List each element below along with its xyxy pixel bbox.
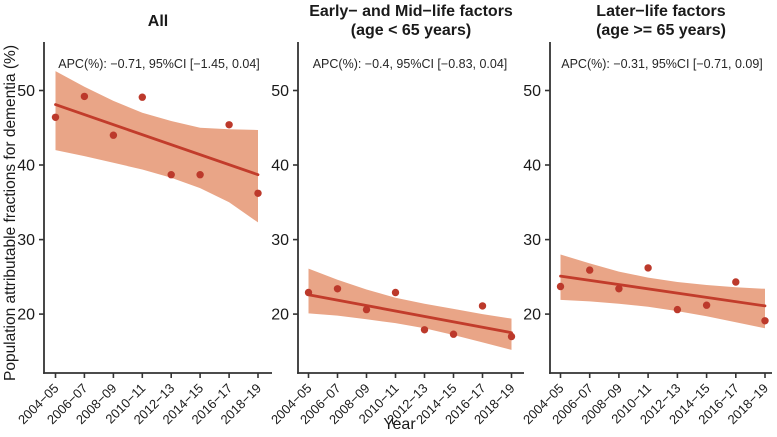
data-point: [420, 326, 429, 334]
data-point: [556, 282, 565, 291]
confidence-band: [55, 71, 258, 223]
y-tick-label: 40: [17, 158, 35, 175]
panel-title-early-mid-life: Early− and Mid−life factors (age < 65 ye…: [288, 2, 534, 40]
apc-annotation-all: APC(%): −0.71, 95%CI [−1.45, 0.04]: [58, 57, 260, 71]
panel-title-line: (age < 65 years): [350, 22, 472, 39]
data-point: [196, 171, 204, 179]
apc-annotation-later-life: APC(%): −0.31, 95%CI [−0.71, 0.09]: [561, 57, 763, 71]
panel-title-line: All: [147, 12, 169, 30]
data-point: [362, 305, 371, 314]
panel-title-all: All: [34, 2, 282, 40]
y-tick-label: 50: [271, 83, 289, 100]
y-tick-label: 40: [523, 158, 541, 175]
data-point: [225, 121, 233, 129]
data-point: [702, 301, 711, 309]
panel-title-line: Later−life factors: [596, 3, 726, 20]
data-point: [478, 302, 487, 310]
y-tick-label: 30: [17, 232, 35, 249]
y-tick-label: 40: [271, 158, 289, 175]
data-point: [333, 285, 342, 293]
y-tick-label: 20: [17, 307, 35, 324]
panel-title-later-life: Later−life factors (age >= 65 years): [540, 2, 777, 40]
data-point: [109, 131, 118, 139]
data-point: [51, 113, 60, 122]
x-axis-title: Year: [383, 416, 416, 433]
data-point: [449, 330, 458, 338]
data-point: [732, 278, 740, 286]
data-point: [507, 332, 516, 341]
data-point: [254, 189, 262, 197]
trend-line: [307, 293, 513, 335]
y-tick-label: 50: [523, 83, 541, 100]
data-point: [586, 266, 594, 274]
data-point: [167, 171, 175, 179]
y-axis-title: Population attributable fractions for de…: [2, 45, 19, 382]
trend-line: [559, 274, 767, 308]
data-point: [761, 317, 769, 325]
data-point: [80, 92, 89, 101]
y-tick-label: 20: [271, 307, 289, 324]
data-point: [615, 285, 623, 293]
panel-title-line: Early− and Mid−life factors: [309, 3, 513, 20]
confidence-band: [308, 268, 512, 350]
data-point: [391, 288, 400, 297]
apc-annotation-early-mid-life: APC(%): −0.4, 95%CI [−0.83, 0.04]: [312, 57, 508, 71]
trend-line: [54, 103, 260, 177]
y-tick-label: 30: [271, 232, 289, 249]
data-point: [304, 288, 313, 297]
data-point: [644, 264, 652, 272]
y-tick-label: 50: [17, 83, 35, 100]
data-point: [138, 93, 146, 101]
data-point: [673, 305, 682, 314]
y-tick-label: 20: [523, 307, 541, 324]
panel-title-line: (age >= 65 years): [596, 22, 726, 39]
y-tick-label: 30: [523, 232, 541, 249]
